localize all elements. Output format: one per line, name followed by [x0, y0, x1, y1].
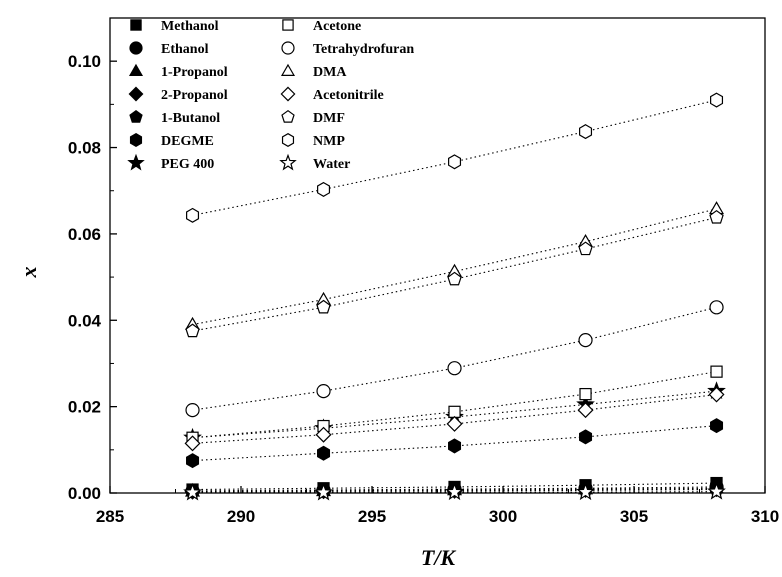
point-nmp: [710, 92, 724, 108]
point-tetrahydrofuran: [709, 300, 724, 315]
legend: Methanol Ethanol 1-Propanol 2-Propanol 1-But…: [127, 19, 414, 172]
point-degme: [317, 445, 331, 461]
legend-marker-acetonitrile: [280, 86, 296, 102]
y-tick-label: 0.10: [68, 52, 101, 71]
legend-marker-1-butanol: [129, 109, 143, 123]
point-nmp: [448, 154, 462, 170]
legend-marker-tetrahydrofuran: [281, 41, 295, 55]
legend-marker-degme: [129, 133, 143, 147]
x-tick-label: 310: [751, 507, 779, 526]
axes: 285 290 295 300 305 310 0.00 0.02 0.04 0.06 0.08 0.…: [68, 52, 779, 526]
point-tetrahydrofuran: [578, 333, 593, 348]
y-tick-label: 0.00: [68, 484, 101, 503]
point-tetrahydrofuran: [185, 402, 200, 418]
point-acetone: [579, 387, 592, 401]
legend-marker-2-propanol: [128, 86, 144, 102]
y-axis-label: x: [16, 267, 41, 279]
point-water: [314, 482, 333, 501]
point-dmf: [185, 323, 200, 338]
data-markers: [183, 92, 726, 501]
legend-marker-dmf: [281, 109, 295, 123]
legend-marker-acetone: [282, 19, 294, 31]
legend-marker-1-propanol: [128, 63, 144, 76]
legend-marker-peg-400: [127, 153, 145, 171]
legend-label-acetone: Acetone: [313, 19, 361, 34]
legend-marker-dma: [280, 63, 296, 76]
point-water: [445, 482, 464, 501]
legend-marker-nmp: [281, 133, 295, 147]
point-acetone: [710, 365, 723, 378]
point-acetonitrile: [708, 386, 725, 403]
point-acetone: [448, 405, 461, 418]
y-tick-label: 0.04: [68, 311, 102, 330]
x-tick-label: 285: [96, 507, 124, 526]
legend-label-acetonitrile: Acetonitrile: [313, 88, 384, 103]
legend-label-2-propanol: 2-Propanol: [161, 88, 228, 103]
legend-label-peg-400: PEG 400: [161, 157, 214, 172]
point-degme: [448, 438, 462, 454]
point-dmf: [316, 299, 331, 314]
legend-label-tetrahydrofuran: Tetrahydrofuran: [313, 42, 414, 57]
legend-marker-water: [279, 153, 297, 171]
trendline-dmf: [192, 216, 717, 332]
x-tick-label: 295: [358, 507, 386, 526]
point-dmf: [447, 271, 462, 286]
point-acetonitrile: [577, 402, 594, 419]
legend-marker-methanol: [130, 19, 142, 31]
point-degme: [186, 453, 200, 469]
legend-label-nmp: NMP: [313, 134, 345, 149]
point-water: [707, 481, 726, 500]
legend-label-1-butanol: 1-Butanol: [161, 111, 220, 126]
y-tick-label: 0.02: [68, 398, 101, 417]
legend-label-dma: DMA: [313, 65, 347, 80]
legend-label-dmf: DMF: [313, 111, 345, 126]
point-degme: [579, 429, 593, 445]
x-tick-label: 305: [620, 507, 648, 526]
point-acetonitrile: [184, 435, 201, 452]
legend-label-ethanol: Ethanol: [161, 42, 209, 57]
legend-label-degme: DEGME: [161, 134, 214, 149]
point-tetrahydrofuran: [316, 383, 331, 399]
point-dmf: [578, 241, 593, 256]
point-nmp: [186, 207, 200, 223]
x-tick-label: 300: [489, 507, 517, 526]
point-nmp: [317, 181, 331, 197]
point-nmp: [579, 124, 593, 140]
point-water: [183, 482, 202, 501]
trendline-nmp: [192, 99, 717, 216]
x-tick-label: 290: [227, 507, 255, 526]
point-water: [576, 482, 595, 501]
legend-marker-ethanol: [129, 41, 143, 55]
trendline-dma: [192, 208, 717, 326]
point-acetonitrile: [446, 415, 463, 432]
y-tick-label: 0.06: [68, 225, 101, 244]
point-acetonitrile: [315, 426, 332, 443]
legend-label-1-propanol: 1-Propanol: [161, 65, 228, 80]
x-axis-label: T/K: [421, 545, 457, 570]
point-dmf: [709, 209, 724, 224]
trendline-tetrahydrofuran: [192, 306, 717, 411]
y-tick-label: 0.08: [68, 139, 101, 158]
legend-label-water: Water: [313, 157, 350, 172]
legend-label-methanol: Methanol: [161, 19, 219, 34]
point-tetrahydrofuran: [447, 361, 462, 376]
point-degme: [710, 418, 724, 434]
